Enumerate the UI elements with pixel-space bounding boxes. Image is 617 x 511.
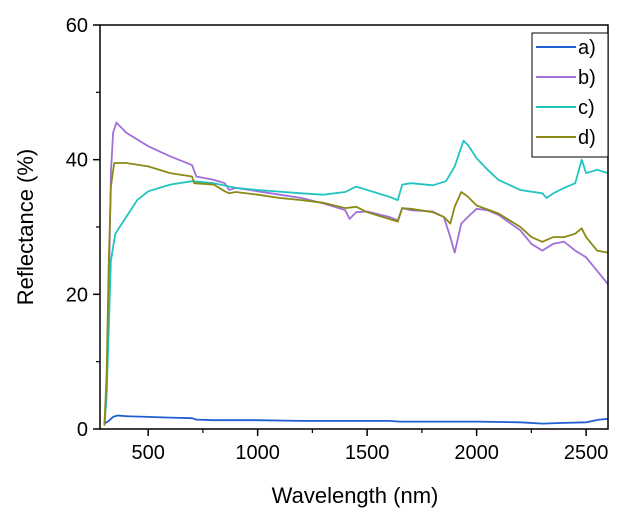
y-axis-title: Reflectance (%)	[13, 149, 38, 306]
legend: a) b) c) d)	[531, 32, 609, 158]
legend-label-2: c)	[578, 97, 595, 119]
series-line-2	[103, 139, 609, 426]
x-tick-label: 500	[131, 442, 164, 464]
x-axis-title: Wavelength (nm)	[272, 483, 439, 508]
legend-label-3: d)	[578, 127, 596, 149]
series-line-3	[103, 162, 609, 426]
legend-label-0: a)	[578, 37, 596, 59]
series-line-0	[103, 414, 609, 425]
y-tick-label: 0	[77, 419, 88, 441]
legend-label-1: b)	[578, 67, 596, 89]
series-line-1	[103, 121, 609, 426]
x-tick-label: 2000	[454, 442, 499, 464]
y-tick-label: 20	[66, 284, 88, 306]
y-tick-label: 60	[66, 15, 88, 37]
y-axis: 0 20 40 60	[66, 15, 100, 441]
plot-lines	[103, 121, 609, 426]
x-tick-label: 1000	[235, 442, 280, 464]
x-axis: 500 1000 1500 2000 2500	[131, 429, 608, 464]
legend-box	[531, 32, 609, 158]
x-tick-label: 2500	[564, 442, 609, 464]
x-tick-label: 1500	[345, 442, 390, 464]
y-tick-label: 40	[66, 150, 88, 172]
